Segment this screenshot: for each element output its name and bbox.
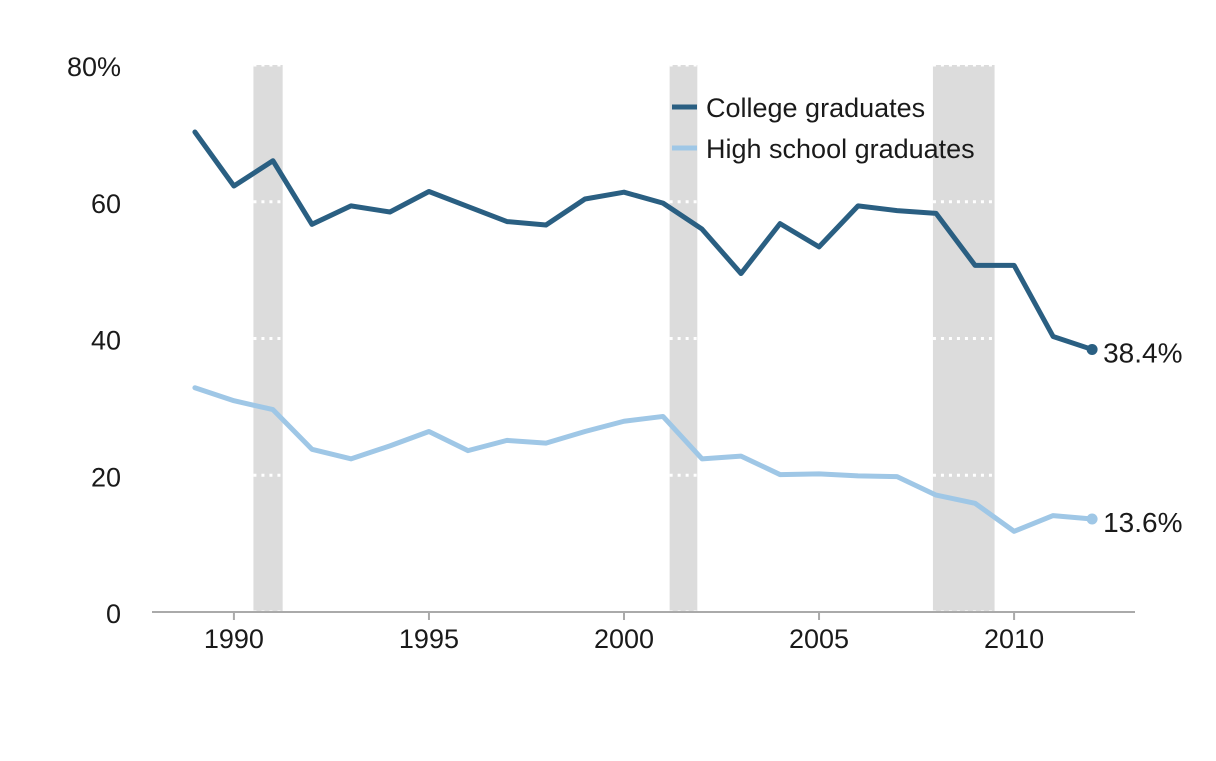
series-end-point <box>1086 513 1098 525</box>
y-axis-ticks: 0 20 40 60 80% <box>67 52 121 629</box>
y-tick-label: 20 <box>91 462 121 492</box>
legend-label-college: College graduates <box>706 93 925 123</box>
series-end-label: 38.4% <box>1103 337 1182 368</box>
y-tick-label: 80% <box>67 52 121 82</box>
series-line <box>192 129 1095 352</box>
x-tick-label: 2000 <box>594 624 654 654</box>
series-end-point <box>1086 343 1098 355</box>
series-lines: 38.4% 13.6% <box>192 129 1182 538</box>
x-tick-label: 2010 <box>984 624 1044 654</box>
recession-band <box>669 65 698 612</box>
x-axis-ticks: 1990 1995 2000 2005 2010 <box>204 612 1044 654</box>
legend: College graduates High school graduates <box>672 93 975 164</box>
series-end-label: 13.6% <box>1103 507 1182 538</box>
y-tick-label: 0 <box>106 599 121 629</box>
series-line <box>192 385 1095 534</box>
y-tick-label: 60 <box>91 189 121 219</box>
x-tick-label: 1990 <box>204 624 264 654</box>
y-tick-label: 40 <box>91 326 121 356</box>
x-tick-label: 2005 <box>789 624 849 654</box>
legend-label-high-school: High school graduates <box>706 134 975 164</box>
x-tick-label: 1995 <box>399 624 459 654</box>
